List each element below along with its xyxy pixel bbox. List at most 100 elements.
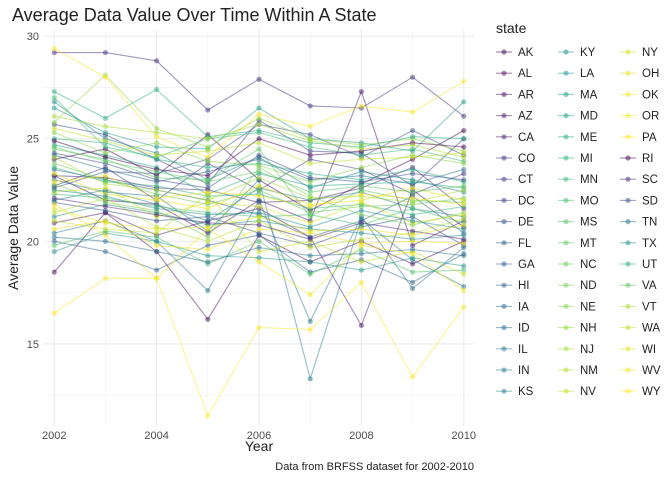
data-point: [102, 238, 109, 244]
legend-key-point: [625, 49, 631, 55]
data-point: [307, 292, 313, 298]
data-point: [358, 220, 364, 226]
legend-key-point: [563, 176, 569, 182]
data-point: [205, 212, 211, 218]
data-point: [409, 285, 416, 292]
data-point: [256, 255, 262, 261]
data-point: [307, 123, 313, 130]
data-point: [461, 99, 467, 105]
legend-item: AR: [496, 89, 534, 101]
data-point: [307, 138, 313, 144]
data-point: [205, 107, 211, 113]
legend-item: ND: [558, 280, 597, 292]
legend-key-point: [501, 176, 507, 182]
chart-caption: Data from BRFSS dataset for 2002-2010: [275, 461, 474, 473]
data-point: [409, 195, 416, 201]
data-point: [461, 160, 467, 166]
data-point: [154, 140, 160, 146]
data-point: [307, 160, 313, 166]
data-point: [461, 236, 467, 242]
data-point: [102, 173, 109, 179]
legend-key-point: [501, 219, 507, 225]
legend-key-point: [563, 303, 569, 309]
data-point: [51, 179, 57, 185]
data-point: [307, 183, 313, 189]
data-point: [461, 232, 467, 238]
data-point: [461, 127, 467, 134]
series-wa: [51, 125, 467, 166]
data-point: [256, 324, 262, 331]
data-point: [256, 203, 262, 210]
data-point: [307, 253, 313, 259]
data-point: [51, 88, 57, 95]
legend-item: GA: [496, 259, 535, 271]
legend-key-point: [563, 367, 569, 373]
legend-key-point: [625, 240, 631, 246]
data-point: [205, 158, 211, 164]
legend-key-point: [501, 240, 507, 246]
data-point: [51, 45, 57, 52]
legend-label: HI: [518, 280, 530, 292]
data-point: [256, 146, 262, 152]
data-point: [409, 228, 416, 234]
data-point: [102, 158, 109, 164]
legend-key-point: [625, 367, 631, 373]
legend-item: AZ: [496, 111, 533, 123]
legend-key-point: [501, 91, 507, 97]
legend-label: NJ: [580, 344, 594, 356]
data-point: [51, 129, 57, 136]
legend-label: UT: [642, 259, 657, 271]
data-point: [256, 193, 262, 199]
legend-item: CO: [496, 153, 535, 165]
data-point: [102, 220, 109, 226]
data-point: [205, 242, 211, 249]
data-point: [409, 154, 416, 160]
legend-label: MN: [580, 174, 598, 186]
data-point: [51, 154, 57, 160]
data-point: [461, 197, 467, 203]
data-point: [307, 179, 313, 185]
data-point: [307, 220, 313, 226]
legend-key-point: [625, 388, 631, 394]
data-point: [51, 164, 57, 171]
data-point: [102, 49, 109, 56]
y-tick-label: 25: [27, 134, 39, 146]
legend-key-point: [563, 282, 569, 288]
series-tx: [51, 187, 467, 232]
data-point: [358, 230, 364, 236]
data-point: [154, 195, 160, 201]
legend-key-point: [563, 113, 569, 119]
data-point: [409, 74, 416, 80]
data-point: [51, 150, 57, 156]
data-point: [307, 132, 313, 138]
data-point: [51, 119, 57, 125]
data-point: [307, 203, 313, 210]
data-point: [307, 326, 313, 333]
data-point: [154, 187, 160, 193]
data-point: [409, 255, 416, 261]
legend-key-point: [563, 388, 569, 394]
data-point: [256, 121, 262, 127]
data-point: [461, 253, 467, 259]
data-point: [256, 115, 262, 121]
legend-item: HI: [496, 280, 530, 292]
data-point: [461, 212, 467, 218]
series-sc: [51, 195, 467, 242]
legend-label: VA: [642, 280, 657, 292]
legend-label: MO: [580, 195, 599, 207]
legend-label: CT: [518, 174, 533, 186]
legend-item: WV: [620, 365, 661, 377]
data-point: [307, 259, 313, 265]
data-point: [51, 187, 57, 193]
data-point: [409, 134, 416, 140]
data-point: [461, 171, 467, 177]
data-point: [461, 222, 467, 228]
data-point: [51, 234, 57, 240]
data-point: [205, 185, 211, 191]
data-point: [51, 113, 57, 119]
data-point: [205, 144, 211, 150]
data-point: [102, 129, 109, 136]
data-point: [102, 207, 109, 214]
legend-label: IN: [518, 365, 530, 377]
data-point: [461, 154, 467, 160]
